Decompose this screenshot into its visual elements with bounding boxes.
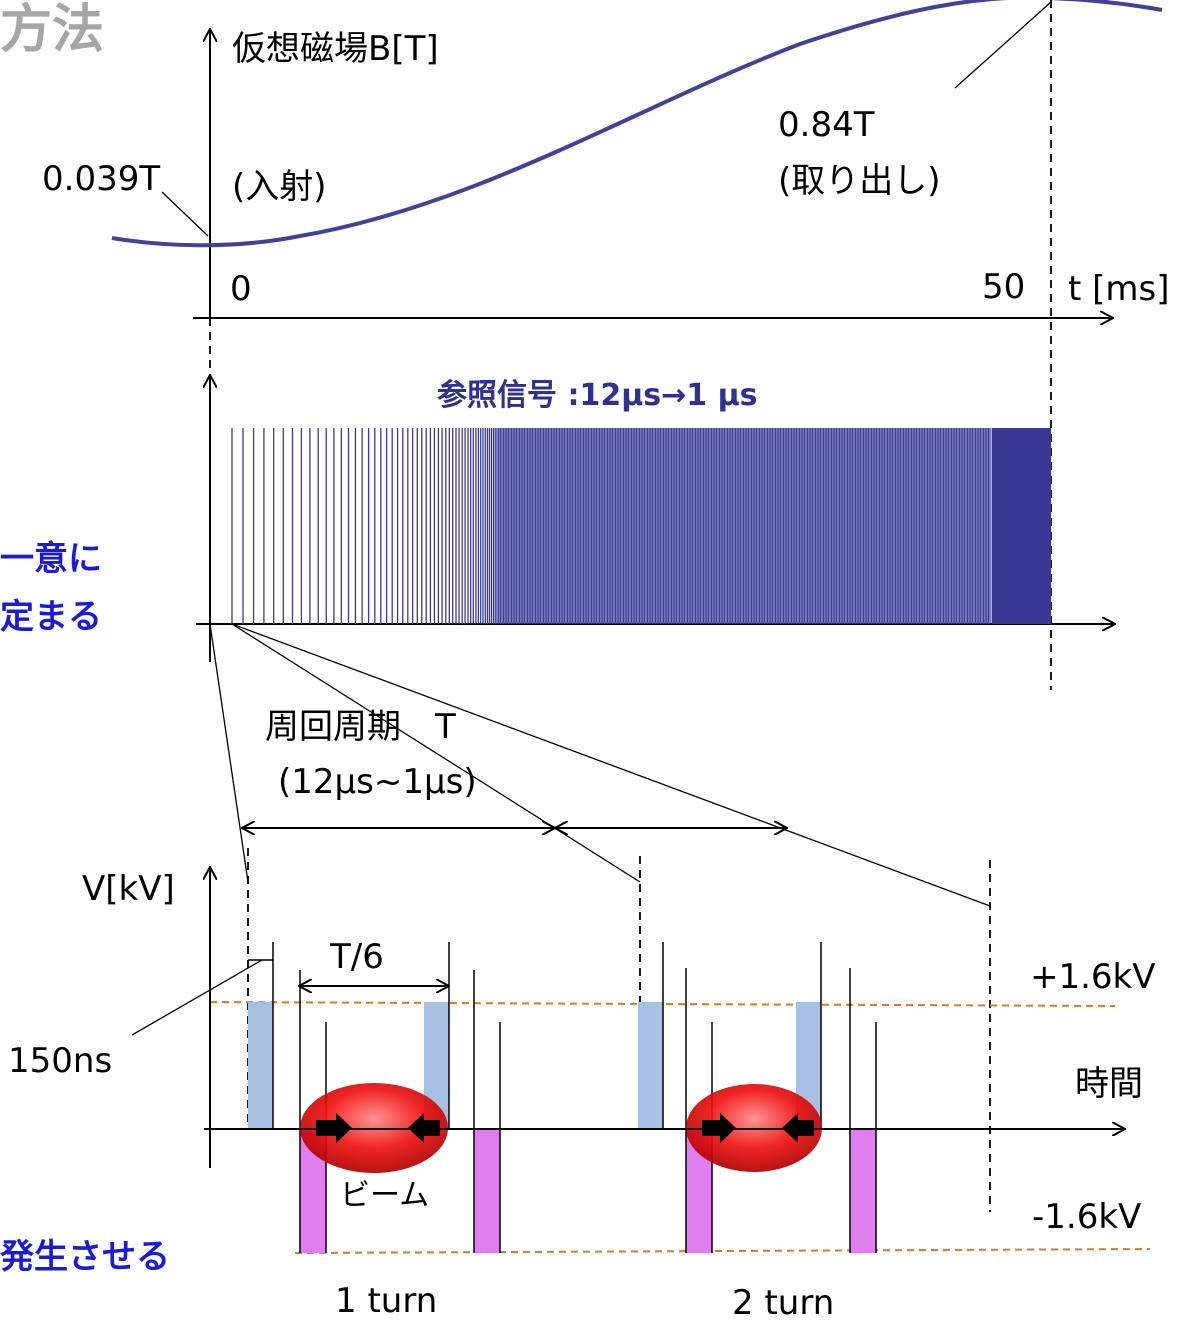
reference-pulse-train: [231, 428, 1051, 624]
left-note-line1: 一意に: [0, 539, 102, 579]
zoom-line-c: [231, 623, 991, 907]
reference-pulse-dense-block: [991, 428, 1051, 624]
title-partial: 方法: [0, 0, 104, 60]
zoom-line-b: [231, 623, 641, 883]
extract-leader-line: [954, 1, 1052, 89]
field-panel: 仮想磁場B[T] 0.039T (入射) 0.84T (取り出し) 0 50 t…: [42, 0, 1170, 690]
inject-value: 0.039T: [42, 159, 160, 199]
beam-label: ビーム: [340, 1178, 429, 1213]
time-label: 時間: [1075, 1064, 1143, 1104]
voltage-axis-label: V[kV]: [82, 869, 175, 909]
plus-level-line: [209, 1001, 1116, 1007]
time-end: 50: [982, 267, 1025, 307]
pulse-width-label: 150ns: [8, 1041, 112, 1081]
minus-pulse-4: [850, 1129, 876, 1253]
zoom-line-a: [209, 623, 249, 883]
reference-panel: 参照信号 :12μs→1 μs: [196, 376, 1114, 907]
left-note-line2: 定まる: [0, 597, 102, 637]
spacing-label: T/6: [329, 937, 384, 977]
turn-1-label: 1 turn: [335, 1281, 437, 1321]
time-axis-label: t [ms]: [1068, 269, 1170, 309]
turn-2-label: 2 turn: [732, 1283, 834, 1323]
inject-leader-line: [161, 191, 209, 237]
pulse-width-leader: [131, 959, 263, 1036]
left-note-line3: 発生させる: [0, 1237, 170, 1277]
time-start: 0: [230, 269, 252, 309]
minus-level-line: [294, 1248, 1151, 1254]
inject-label: (入射): [232, 167, 327, 207]
plus-pulse-3: [638, 1002, 663, 1129]
field-curve: [111, 0, 1163, 248]
extract-label: (取り出し): [778, 161, 941, 201]
period-label-line2: (12μs~1μs): [278, 762, 477, 802]
plus-level-label: +1.6kV: [1030, 957, 1156, 997]
period-label-line1: 周回周期 T: [265, 707, 456, 747]
minus-pulse-2: [474, 1129, 500, 1253]
plus-pulse-1: [248, 1002, 273, 1129]
voltage-panel: 150ns T/6 V[kV] +1.6kV -1.6kV 時間 ビーム 1 t…: [8, 848, 1156, 1323]
minus-level-label: -1.6kV: [1032, 1197, 1141, 1237]
period-annotation: 周回周期 T (12μs~1μs): [243, 707, 786, 828]
reference-label: 参照信号 :12μs→1 μs: [437, 378, 758, 413]
timing-markers: [272, 942, 877, 1253]
field-axis-label: 仮想磁場B[T]: [232, 29, 439, 69]
extract-value: 0.84T: [778, 105, 875, 145]
